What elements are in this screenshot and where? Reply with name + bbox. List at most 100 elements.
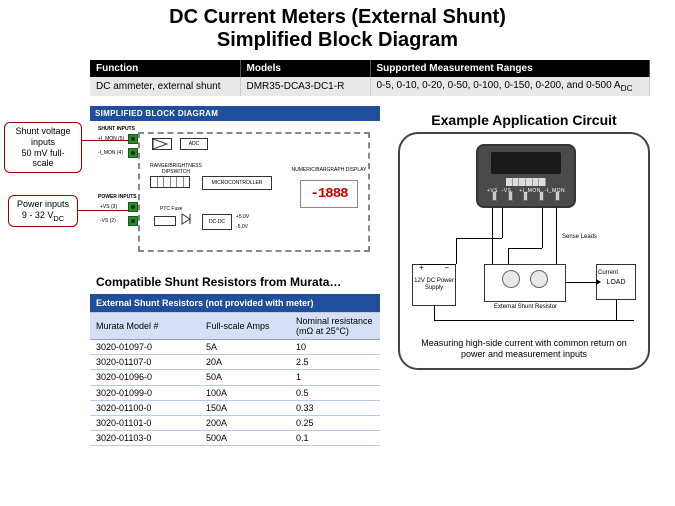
block-diagram: SIMPLIFIED BLOCK DIAGRAM SHUNT INPUTS +I… bbox=[90, 106, 380, 261]
shunt-table-title: Compatible Shunt Resistors from Murata… bbox=[96, 275, 341, 289]
current-label: Current bbox=[598, 270, 618, 276]
shunt-terminal-left-icon bbox=[502, 270, 520, 288]
meter-pin-labels: +VS -VS +I_MON -I_MON bbox=[478, 188, 574, 194]
shunt-col-res: Nominal resistance (mΩ at 25°C) bbox=[290, 313, 380, 340]
shunt-col-amps: Full-scale Amps bbox=[200, 313, 290, 340]
table-cell: 5A bbox=[200, 340, 290, 355]
table-header-row: Function Models Supported Measurement Ra… bbox=[90, 60, 650, 77]
table-cell: 0.1 bbox=[290, 430, 380, 445]
triangle-amp-icon bbox=[152, 138, 172, 150]
table-cell: 3020-01101-0 bbox=[90, 415, 200, 430]
lbl-mon-plus: +I_MON (5) bbox=[98, 136, 124, 142]
cell-ranges: 0-5, 0-10, 0-20, 0-50, 0-100, 0-150, 0-2… bbox=[370, 77, 650, 96]
wire-vsminus-left bbox=[456, 238, 502, 239]
wire-vsminus-to-supply bbox=[456, 238, 457, 264]
callout-shunt: Shunt voltage inputs 50 mV full-scale bbox=[4, 122, 82, 173]
pin-vs-plus: +VS bbox=[487, 188, 498, 194]
numeric-display: -1888 bbox=[300, 180, 358, 208]
table-cell: 2.5 bbox=[290, 355, 380, 370]
meter-screen bbox=[491, 152, 561, 174]
terminal-vs-plus bbox=[128, 202, 138, 212]
shunt-super-header: External Shunt Resistors (not provided w… bbox=[90, 294, 380, 313]
lbl-shunt-inputs: SHUNT INPUTS bbox=[98, 126, 135, 132]
pin-vs-minus: -VS bbox=[502, 188, 512, 194]
table-cell: 0.25 bbox=[290, 415, 380, 430]
terminal-vs-minus bbox=[128, 216, 138, 226]
meter-device: +VS -VS +I_MON -I_MON bbox=[476, 144, 576, 208]
table-row: 3020-01107-020A2.5 bbox=[90, 355, 380, 370]
col-ranges: Supported Measurement Ranges bbox=[370, 60, 650, 77]
wire-imon-plus bbox=[542, 208, 543, 248]
chip-dcdc: DC-DC bbox=[202, 214, 232, 230]
lbl-range-dip: RANGE/BRIGHTNESS DIPSWITCH bbox=[146, 164, 206, 175]
lbl-rail-p5: +5.0V bbox=[236, 214, 249, 220]
chip-ptc-fuse bbox=[154, 216, 176, 226]
title-line-1: DC Current Meters (External Shunt) bbox=[0, 6, 675, 29]
cell-function: DC ammeter, external shunt bbox=[90, 77, 240, 96]
table-cell: 0.5 bbox=[290, 385, 380, 400]
callout-power-l1: Power inputs bbox=[15, 199, 71, 210]
lbl-power-inputs: POWER INPUTS bbox=[98, 194, 137, 200]
wire-supply-top bbox=[420, 264, 456, 265]
table-row: 3020-01096-050A1 bbox=[90, 370, 380, 385]
title-line-2: Simplified Block Diagram bbox=[0, 29, 675, 52]
diode-icon bbox=[180, 212, 198, 226]
lbl-rail-n5: -5.0V bbox=[236, 224, 248, 230]
app-caption: Measuring high-side current with common … bbox=[408, 338, 640, 360]
callout-power-val: 9 - 32 V bbox=[22, 210, 54, 220]
block-diagram-header: SIMPLIFIED BLOCK DIAGRAM bbox=[90, 106, 380, 121]
wire-current-to-load bbox=[566, 282, 596, 283]
sense-leads-label-real: Sense Leads bbox=[562, 234, 597, 240]
dashed-boundary: ADC RANGE/BRIGHTNESS DIPSWITCH MICROCONT… bbox=[138, 132, 370, 252]
example-app-title: Example Application Circuit bbox=[394, 112, 654, 128]
terminal-mon-minus bbox=[128, 148, 138, 158]
table-cell: 3020-01103-0 bbox=[90, 430, 200, 445]
load-label: LOAD bbox=[606, 279, 625, 286]
shunt-table: External Shunt Resistors (not provided w… bbox=[90, 294, 380, 446]
wire-sense-left bbox=[508, 248, 542, 249]
table-row: 3020-01099-0100A0.5 bbox=[90, 385, 380, 400]
table-cell: 0.33 bbox=[290, 400, 380, 415]
power-supply-block: + − 12V DC Power Supply bbox=[412, 264, 456, 306]
function-table: Function Models Supported Measurement Ra… bbox=[90, 60, 650, 96]
shunt-header-row: Murata Model # Full-scale Amps Nominal r… bbox=[90, 313, 380, 340]
example-app-frame: +VS -VS +I_MON -I_MON + − 12V DC Power S… bbox=[398, 132, 650, 370]
wire-return-load bbox=[616, 300, 617, 320]
table-row: 3020-01101-0200A0.25 bbox=[90, 415, 380, 430]
callout-power-l2: 9 - 32 VDC bbox=[15, 210, 71, 223]
shunt-resistor-block bbox=[484, 264, 566, 302]
shunt-terminal-right-icon bbox=[530, 270, 548, 288]
page-title: DC Current Meters (External Shunt) Simpl… bbox=[0, 0, 675, 52]
supply-label: 12V DC Power Supply bbox=[413, 278, 455, 292]
pin-imon-plus: +I_MON bbox=[519, 188, 541, 194]
table-row: 3020-01097-05A10 bbox=[90, 340, 380, 355]
table-cell: 150A bbox=[200, 400, 290, 415]
table-cell: 20A bbox=[200, 355, 290, 370]
current-arrow-icon bbox=[596, 279, 601, 285]
display-reading: -1888 bbox=[310, 186, 347, 202]
amp-triangle-svg bbox=[153, 139, 171, 149]
lbl-mon-minus: -I_MON (4) bbox=[98, 150, 123, 156]
callout-power: Power inputs 9 - 32 VDC bbox=[8, 195, 78, 227]
table-cell: 3020-01096-0 bbox=[90, 370, 200, 385]
table-cell: 50A bbox=[200, 370, 290, 385]
wire-sense-left-down bbox=[508, 248, 509, 264]
table-row: 3020-01100-0150A0.33 bbox=[90, 400, 380, 415]
chip-dipswitch bbox=[150, 176, 190, 188]
wire-vsplus-down bbox=[492, 208, 493, 264]
shunt-col-model: Murata Model # bbox=[90, 313, 200, 340]
wire-sense-right-down bbox=[556, 248, 557, 264]
table-cell: 200A bbox=[200, 415, 290, 430]
example-app-region: Example Application Circuit +VS -VS +I_M… bbox=[394, 112, 654, 370]
wire-vsminus-down bbox=[502, 208, 503, 238]
shunt-block-label: External Shunt Resistor bbox=[494, 304, 557, 310]
terminal-mon-plus bbox=[128, 134, 138, 144]
col-models: Models bbox=[240, 60, 370, 77]
cell-models: DMR35-DCA3-DC1-R bbox=[240, 77, 370, 96]
lbl-vs-minus: -VS (2) bbox=[100, 218, 116, 224]
pin-imon-minus: -I_MON bbox=[545, 188, 566, 194]
table-cell: 1 bbox=[290, 370, 380, 385]
table-cell: 3020-01099-0 bbox=[90, 385, 200, 400]
lbl-display: NUMERIC/BARGRAPH DISPLAY bbox=[290, 168, 368, 174]
table-row: 3020-01103-0500A0.1 bbox=[90, 430, 380, 445]
